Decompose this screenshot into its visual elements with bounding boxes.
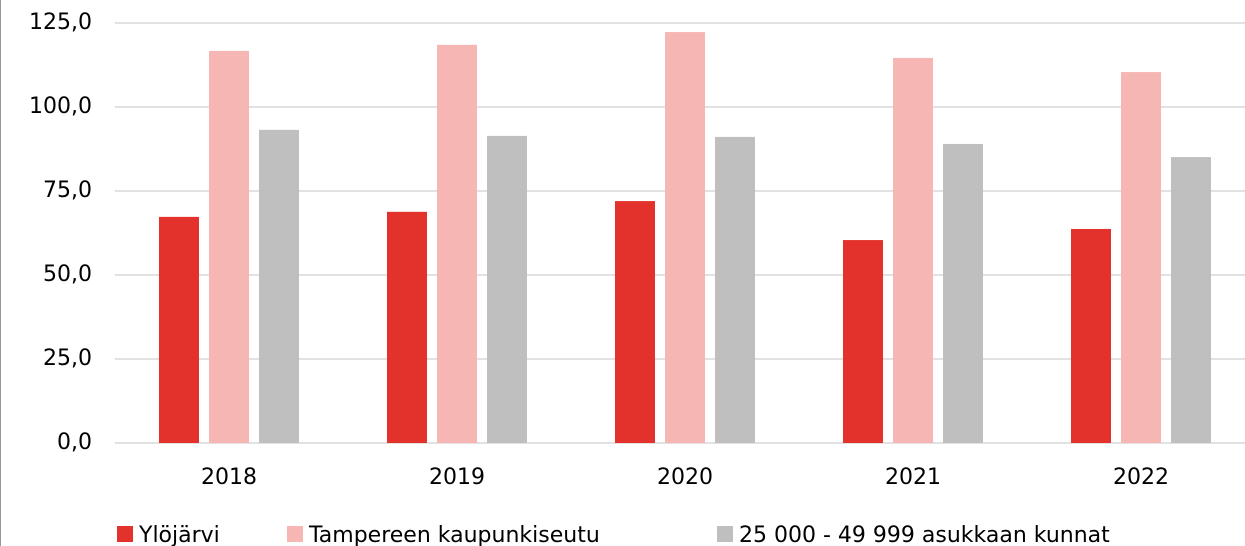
y-tick-label: 0,0 [57,430,92,455]
legend-swatch [117,526,133,542]
bar [159,216,199,443]
bar [259,129,299,443]
bar [209,50,249,443]
bar [387,211,427,443]
y-tick-label: 50,0 [43,262,92,287]
x-tick-label: 2019 [429,465,485,490]
y-tick-label: 75,0 [43,178,92,203]
x-tick-label: 2022 [1113,465,1169,490]
bar [487,135,527,443]
bar [715,136,755,444]
legend-swatch [287,526,303,542]
bar [843,240,883,443]
x-tick-label: 2020 [657,465,713,490]
legend-label: Tampereen kaupunkiseutu [308,523,600,546]
bar [1071,228,1111,443]
bar [437,44,477,444]
legend-label: Ylöjärvi [138,523,220,546]
bar [665,32,705,444]
bar [1121,72,1161,443]
y-tick-label: 125,0 [29,10,92,35]
legend-label: 25 000 - 49 999 asukkaan kunnat [739,523,1110,546]
x-tick-label: 2021 [885,465,941,490]
bar [893,57,933,443]
bar [1171,157,1211,443]
y-tick-label: 100,0 [29,94,92,119]
y-tick-label: 25,0 [43,346,92,371]
legend-swatch [717,526,733,542]
bar [615,201,655,443]
bar [943,143,983,443]
x-tick-label: 2018 [201,465,257,490]
